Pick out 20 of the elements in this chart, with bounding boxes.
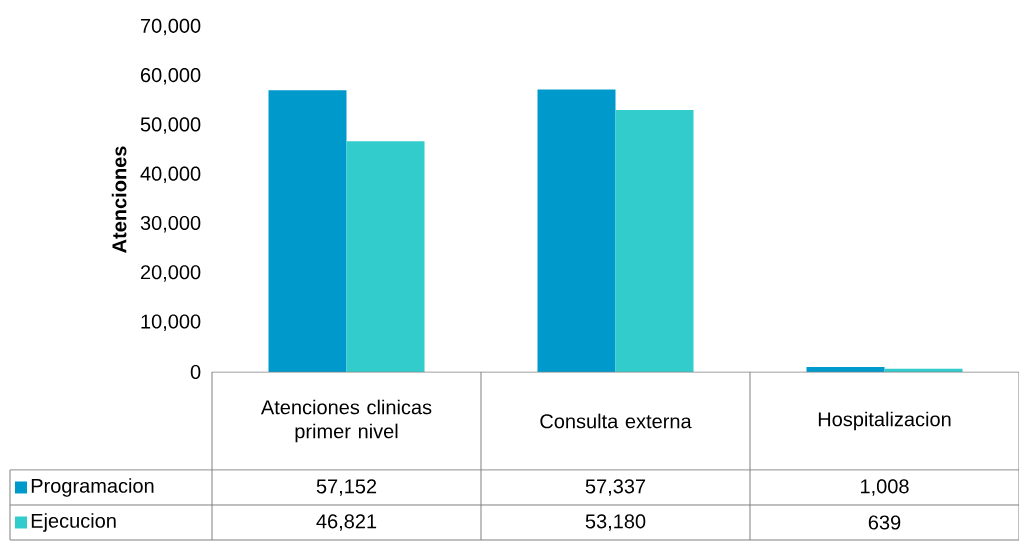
data-label: 53,180 <box>585 514 646 531</box>
legend-label: Programacion <box>31 478 154 497</box>
y-tick-label: 70,000 <box>140 18 201 36</box>
data-label: 46,821 <box>316 514 377 531</box>
y-tick-label: 50,000 <box>140 117 201 134</box>
data-label: 1,008 <box>861 479 909 496</box>
x-tick-label: Consulta externa <box>540 413 692 429</box>
x-tick-label: Hospitalizacion <box>818 411 951 431</box>
x-tick-label: Atenciones clinicas primer nivel <box>260 399 432 443</box>
y-tick-label: 20,000 <box>140 265 201 282</box>
y-tick-label: 10,000 <box>141 314 201 331</box>
y-tick-label: 0 <box>190 364 201 380</box>
legend-label: Ejecucion <box>31 513 116 532</box>
y-tick-label: 40,000 <box>140 166 201 184</box>
data-label: 639 <box>868 515 901 530</box>
data-label: 57,152 <box>316 479 377 496</box>
y-tick-label: 30,000 <box>140 215 201 233</box>
data-label: 57,337 <box>585 479 646 496</box>
y-axis-title: Atenciones <box>111 146 127 253</box>
y-tick-label: 60,000 <box>140 68 201 85</box>
